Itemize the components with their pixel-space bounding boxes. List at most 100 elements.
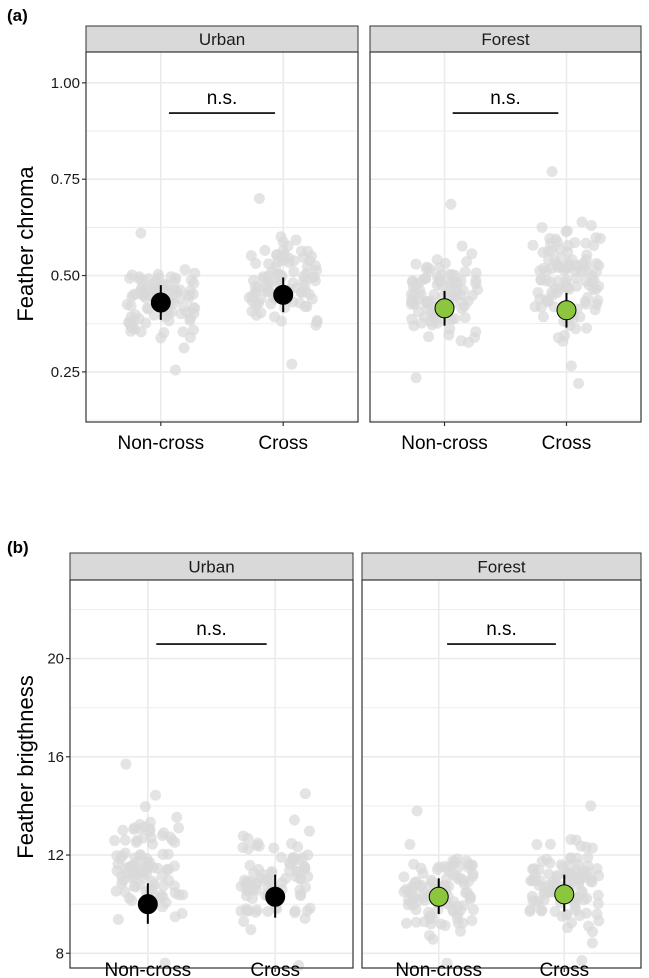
raw-point — [405, 295, 417, 307]
raw-point — [552, 332, 564, 344]
facet-strip-label: Forest — [477, 558, 525, 577]
y-tick-label: 8 — [56, 945, 64, 962]
raw-point — [411, 805, 423, 817]
facet-strip — [369, 25, 642, 53]
raw-point — [127, 871, 139, 883]
raw-point — [302, 849, 314, 861]
raw-point — [287, 852, 299, 864]
raw-point — [549, 905, 561, 917]
raw-point — [576, 216, 588, 228]
raw-point — [409, 877, 421, 889]
raw-point — [592, 889, 604, 901]
raw-point — [446, 860, 458, 872]
raw-point — [303, 825, 315, 837]
raw-point — [112, 914, 124, 926]
raw-point — [184, 314, 196, 326]
raw-point — [144, 884, 156, 896]
raw-point — [580, 237, 592, 249]
panel-a-label: (a) — [7, 6, 28, 25]
raw-point — [404, 838, 416, 850]
raw-point — [169, 836, 181, 848]
raw-point — [301, 301, 313, 313]
raw-point — [261, 286, 273, 298]
raw-point — [133, 313, 145, 325]
panel-border — [69, 579, 354, 969]
raw-point — [543, 254, 555, 266]
raw-point — [461, 855, 473, 867]
facet-strip-label: Forest — [481, 30, 529, 49]
raw-point — [162, 848, 174, 860]
raw-point — [159, 957, 171, 969]
y-axis-label: Feather brigthness — [13, 675, 38, 858]
mean-point — [428, 886, 449, 907]
raw-point — [308, 271, 320, 283]
raw-point — [410, 258, 422, 270]
raw-point — [245, 924, 257, 936]
raw-point — [275, 851, 287, 863]
panel-border — [361, 579, 642, 969]
significance-label: n.s. — [490, 88, 521, 109]
raw-point — [168, 880, 180, 892]
raw-point — [423, 331, 435, 343]
raw-point — [189, 267, 201, 279]
raw-point — [290, 234, 302, 246]
raw-point — [431, 279, 443, 291]
raw-point — [463, 875, 475, 887]
raw-point — [169, 284, 181, 296]
raw-point — [583, 920, 595, 932]
panel-b-label: (b) — [7, 538, 29, 557]
y-tick-label: 16 — [47, 749, 64, 766]
raw-point — [239, 874, 251, 886]
raw-point — [459, 312, 471, 324]
raw-point — [466, 248, 478, 260]
raw-point — [268, 842, 280, 854]
raw-point — [466, 289, 478, 301]
raw-point — [237, 830, 249, 842]
x-tick-label: Cross — [539, 960, 589, 978]
raw-point — [554, 243, 566, 255]
raw-point — [170, 272, 182, 284]
raw-point — [443, 329, 455, 341]
mean-point — [150, 292, 171, 313]
raw-point — [279, 302, 291, 314]
raw-point — [286, 358, 298, 370]
raw-point — [131, 856, 143, 868]
raw-point — [536, 221, 548, 233]
facet-strip — [361, 552, 642, 581]
raw-point — [250, 257, 262, 269]
raw-point — [251, 877, 263, 889]
raw-point — [551, 870, 563, 882]
raw-point — [561, 225, 573, 237]
raw-point — [162, 863, 174, 875]
raw-point — [125, 320, 137, 332]
y-tick-label: 20 — [47, 651, 64, 668]
raw-point — [594, 232, 606, 244]
raw-point — [287, 277, 299, 289]
raw-point — [257, 868, 269, 880]
raw-point — [585, 220, 597, 232]
raw-point — [423, 265, 435, 277]
raw-point — [304, 902, 316, 914]
facet-strip-label: Urban — [188, 558, 234, 577]
raw-point — [566, 254, 578, 266]
raw-point — [295, 245, 307, 257]
y-tick-label: 12 — [47, 847, 64, 864]
raw-point — [581, 249, 593, 261]
raw-point — [183, 292, 195, 304]
raw-point — [452, 908, 464, 920]
raw-point — [300, 881, 312, 893]
raw-point — [418, 888, 430, 900]
raw-point — [248, 867, 260, 879]
raw-point — [593, 870, 605, 882]
raw-point — [258, 273, 270, 285]
raw-point — [456, 303, 468, 315]
gridlines — [70, 580, 353, 968]
mean-point — [137, 894, 158, 915]
raw-point — [173, 822, 185, 834]
raw-point — [169, 911, 181, 923]
raw-point — [115, 870, 127, 882]
mean-point — [434, 298, 455, 319]
x-tick-label: Non-cross — [105, 960, 192, 978]
raw-point — [565, 834, 577, 846]
raw-point — [565, 360, 577, 372]
